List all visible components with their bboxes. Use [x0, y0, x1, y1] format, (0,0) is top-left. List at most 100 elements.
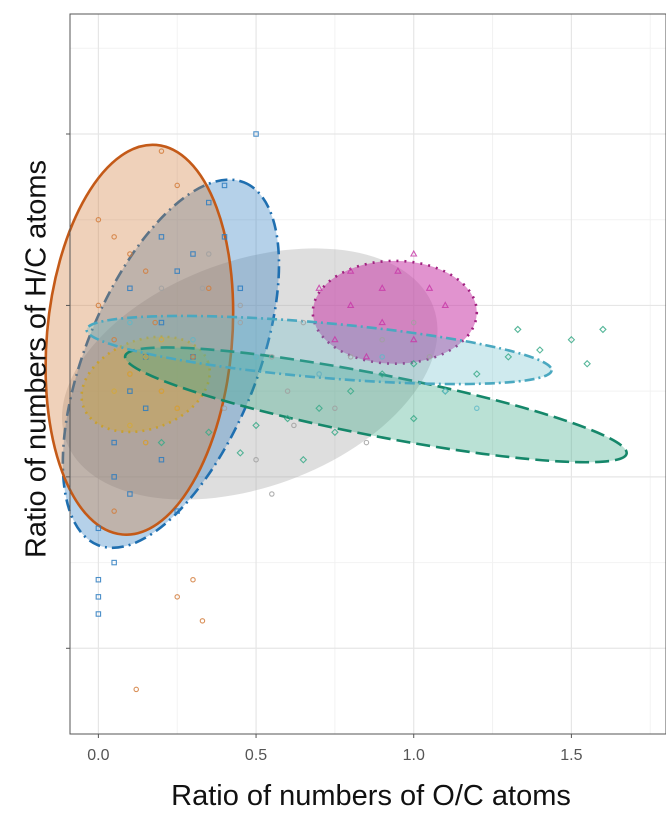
point-series-1	[190, 251, 196, 257]
point-series-2	[190, 354, 196, 360]
point-series-2	[206, 285, 212, 292]
point-series-4	[441, 301, 449, 308]
point-series-5	[504, 353, 513, 361]
point-series-1	[253, 131, 259, 137]
point-series-2	[111, 336, 117, 343]
x-tick-label: 0.0	[87, 747, 109, 764]
point-series-1	[221, 234, 228, 240]
point-series-4	[378, 284, 386, 291]
x-tick-label: 1.5	[560, 747, 582, 764]
y-axis-title: Ratio of numbers of H/C atoms	[21, 160, 53, 558]
point-series-2	[142, 268, 149, 274]
point-series-0	[291, 422, 297, 429]
point-series-4	[331, 335, 339, 343]
point-series-6	[474, 405, 480, 412]
point-series-1	[158, 234, 165, 240]
axis-ticks: 0.0 0.5 1.0 1.5	[66, 133, 583, 764]
point-series-0	[300, 319, 307, 326]
point-series-5	[236, 449, 245, 457]
point-series-0	[363, 439, 370, 446]
point-series-5	[378, 370, 386, 378]
point-series-1	[158, 319, 165, 326]
ellipse-series-3	[80, 335, 212, 434]
point-series-1	[142, 405, 149, 412]
point-series-2	[174, 182, 180, 189]
point-series-3	[142, 354, 149, 360]
point-series-2	[111, 234, 117, 240]
x-tick-label: 0.5	[245, 747, 267, 764]
point-series-5	[283, 414, 292, 423]
point-series-1	[127, 491, 133, 497]
point-series-1	[174, 508, 180, 514]
point-series-3	[174, 405, 180, 412]
point-series-1	[206, 199, 212, 206]
point-series-3	[142, 439, 149, 446]
point-series-0	[269, 491, 275, 497]
point-series-5	[409, 414, 418, 423]
point-series-3	[111, 388, 117, 394]
point-series-2	[174, 594, 180, 600]
point-series-5	[514, 325, 522, 334]
point-series-3	[158, 388, 165, 394]
point-series-5	[583, 359, 591, 368]
point-series-5	[315, 404, 323, 413]
point-series-1	[95, 525, 102, 532]
point-series-1	[127, 285, 133, 292]
point-series-4	[409, 249, 418, 257]
point-series-1	[111, 439, 117, 446]
point-series-2	[133, 686, 139, 693]
point-series-1	[158, 456, 165, 463]
point-series-0	[221, 405, 228, 412]
point-series-2	[199, 618, 206, 624]
point-series-0	[237, 319, 244, 326]
point-series-5	[346, 387, 355, 395]
point-series-2	[158, 148, 165, 154]
point-series-2	[127, 251, 133, 257]
point-series-2	[152, 319, 158, 326]
point-series-5	[299, 455, 308, 464]
point-series-5	[157, 438, 166, 447]
point-series-5	[331, 428, 339, 437]
point-series-4	[394, 267, 402, 274]
ellipse-series-1	[61, 178, 281, 550]
point-series-0	[332, 405, 338, 412]
point-series-5	[204, 428, 213, 437]
point-series-0	[253, 456, 259, 463]
point-series-4	[315, 284, 323, 291]
point-series-0	[426, 354, 433, 360]
ellipse-series-6	[85, 314, 553, 386]
point-series-2	[111, 508, 117, 514]
point-series-0	[237, 302, 244, 309]
point-series-3	[127, 371, 133, 377]
confidence-ellipses	[44, 143, 628, 550]
point-series-1	[221, 182, 228, 189]
point-series-4	[346, 267, 355, 274]
point-series-4	[378, 318, 386, 326]
point-series-0	[379, 336, 385, 343]
point-series-1	[111, 474, 117, 480]
point-series-0	[410, 319, 417, 326]
point-series-6	[127, 319, 133, 326]
point-series-5	[473, 370, 481, 378]
point-series-1	[111, 559, 117, 566]
data-points	[95, 131, 607, 693]
point-series-1	[95, 611, 102, 617]
point-series-2	[95, 302, 102, 309]
point-series-4	[409, 335, 418, 343]
point-series-6	[190, 336, 196, 343]
point-series-0	[347, 354, 354, 360]
point-series-5	[409, 359, 418, 368]
point-series-2	[95, 216, 102, 223]
point-series-6	[316, 371, 322, 377]
point-series-4	[362, 352, 371, 360]
point-series-2	[190, 576, 196, 583]
point-series-5	[567, 335, 576, 344]
point-series-3	[158, 336, 165, 343]
point-series-0	[158, 285, 165, 292]
point-series-5	[536, 346, 544, 354]
point-series-6	[442, 388, 449, 394]
point-series-6	[379, 354, 385, 360]
point-series-0	[199, 285, 206, 292]
ellipse-series-5	[123, 346, 628, 464]
